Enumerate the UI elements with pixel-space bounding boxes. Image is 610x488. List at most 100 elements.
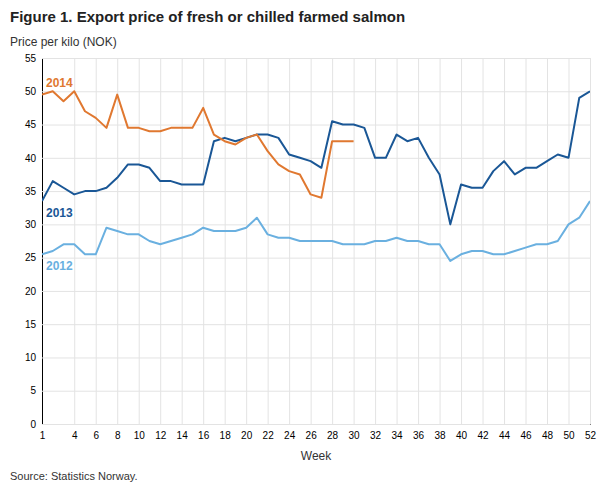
grid-line [139, 58, 140, 424]
x-tick: 8 [115, 58, 121, 441]
y-tick-label: 10 [25, 352, 37, 363]
series-labels: 201220132014 [46, 76, 73, 274]
x-tick-label: 26 [306, 430, 318, 441]
x-tick: 18 [220, 58, 232, 441]
y-axis-title: Price per kilo (NOK) [10, 35, 117, 49]
y-tick-label: 30 [25, 219, 37, 230]
y-tick-label: 40 [25, 153, 37, 164]
x-tick-label: 8 [115, 430, 121, 441]
grid-line [289, 58, 290, 424]
y-tick-label: 50 [25, 86, 37, 97]
x-tick: 38 [435, 58, 447, 441]
y-axis: 0 5 10 15 20 25 30 35 40 45 50 55 [25, 53, 590, 430]
y-tick: 15 [25, 319, 590, 330]
x-tick-label: 14 [177, 430, 189, 441]
y-axis-line [42, 59, 43, 425]
plot: 1468101214161820222426283032343638404244… [25, 53, 597, 441]
x-tick-label: 6 [93, 430, 99, 441]
grid-line [182, 58, 183, 424]
x-tick-label: 10 [134, 430, 146, 441]
grid-line [42, 91, 590, 92]
x-tick: 24 [284, 58, 296, 441]
lines [42, 91, 590, 261]
grid-line [42, 291, 590, 292]
x-tick-label: 46 [520, 430, 532, 441]
grid-line [203, 58, 204, 424]
x-tick: 14 [177, 58, 189, 441]
x-tick: 32 [370, 58, 382, 441]
chart: Figure 1. Export price of fresh or chill… [0, 0, 610, 488]
y-tick-label: 20 [25, 286, 37, 297]
x-tick-label: 42 [477, 430, 489, 441]
x-tick-label: 50 [563, 430, 575, 441]
grid-line [590, 58, 591, 424]
y-tick: 55 [25, 53, 590, 64]
x-tick-label: 32 [370, 430, 382, 441]
x-tick: 4 [72, 58, 78, 441]
grid-line [42, 224, 590, 225]
x-tick-label: 1 [40, 430, 46, 441]
x-tick: 26 [306, 58, 318, 441]
y-tick-label: 0 [30, 419, 36, 430]
x-tick: 1 [40, 58, 46, 441]
grid-line [547, 58, 548, 424]
grid-line [526, 58, 527, 424]
x-tick-label: 4 [72, 430, 78, 441]
x-tick-label: 40 [456, 430, 468, 441]
grid-line [42, 125, 590, 126]
x-tick: 28 [327, 58, 339, 441]
x-tick-label: 24 [284, 430, 296, 441]
y-tick-label: 35 [25, 186, 37, 197]
x-tick-label: 48 [542, 430, 554, 441]
x-tick: 30 [349, 58, 361, 441]
grid-line [246, 58, 247, 424]
grid-line [42, 258, 590, 259]
x-tick: 20 [241, 58, 253, 441]
title: Figure 1. Export price of fresh or chill… [10, 8, 405, 25]
y-tick-label: 55 [25, 53, 37, 64]
grid-line [42, 391, 590, 392]
x-tick-label: 12 [155, 430, 167, 441]
series-line [42, 91, 590, 224]
x-tick-label: 30 [349, 430, 361, 441]
grid-line [96, 58, 97, 424]
x-axis-title: Week [301, 449, 332, 463]
series-line [42, 91, 354, 197]
x-tick: 36 [413, 58, 425, 441]
x-tick-label: 18 [220, 430, 232, 441]
grid-line [354, 58, 355, 424]
x-tick: 12 [155, 58, 167, 441]
x-tick-label: 44 [499, 430, 511, 441]
x-tick-label: 52 [585, 430, 597, 441]
x-tick: 44 [499, 58, 511, 441]
y-tick-label: 5 [30, 385, 36, 396]
grid-line [461, 58, 462, 424]
grid-line [160, 58, 161, 424]
grid-line [440, 58, 441, 424]
source-note: Source: Statistics Norway. [10, 470, 138, 482]
y-tick: 10 [25, 352, 590, 363]
x-tick-label: 16 [198, 430, 210, 441]
y-tick-label: 15 [25, 319, 37, 330]
grid-line [74, 58, 75, 424]
x-tick-label: 28 [327, 430, 339, 441]
x-tick: 48 [542, 58, 554, 441]
grid-line [268, 58, 269, 424]
y-tick: 5 [30, 385, 590, 396]
series-label: 2014 [46, 76, 73, 90]
grid-line [117, 58, 118, 424]
grid-line [504, 58, 505, 424]
grid-line [42, 58, 43, 424]
grid-line [397, 58, 398, 424]
x-axis-line [43, 424, 591, 425]
grid-line [42, 158, 590, 159]
y-tick-label: 25 [25, 252, 37, 263]
grid-line [483, 58, 484, 424]
x-tick: 22 [263, 58, 275, 441]
y-tick: 20 [25, 286, 590, 297]
grid-line [225, 58, 226, 424]
x-tick: 10 [134, 58, 146, 441]
x-axis: 1468101214161820222426283032343638404244… [40, 58, 597, 441]
grid-line [42, 424, 590, 425]
y-tick-label: 45 [25, 119, 37, 130]
